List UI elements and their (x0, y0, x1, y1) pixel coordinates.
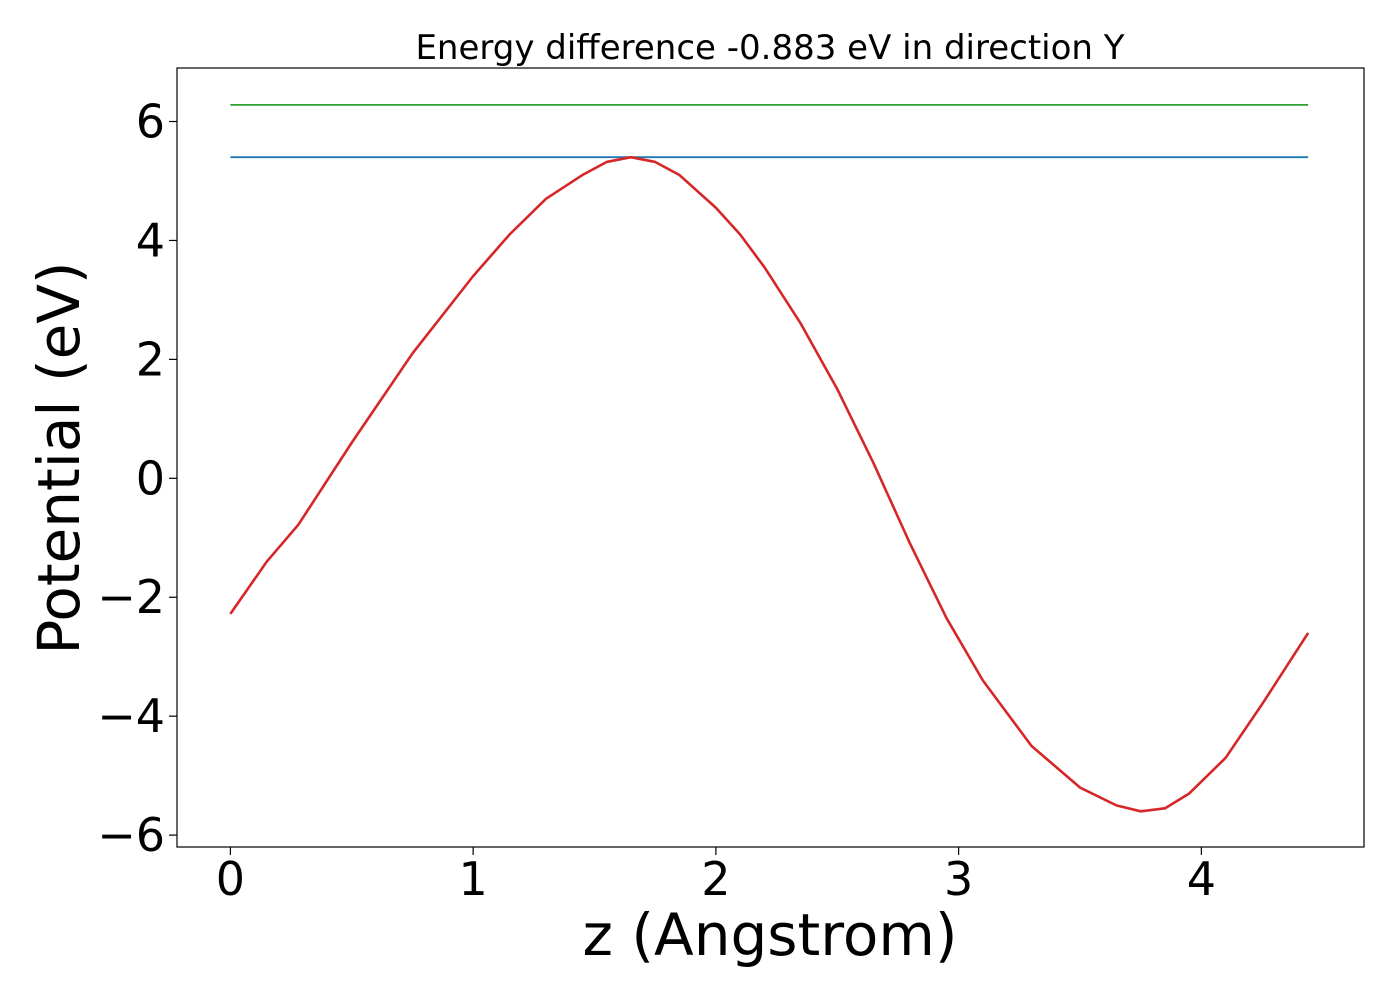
y-tick-label: 0 (136, 451, 165, 505)
y-axis-label: Potential (eV) (25, 261, 93, 654)
y-tick-label: −6 (97, 808, 165, 862)
y-axis-ticks: 6 4 2 0 −2 −4 −6 (97, 95, 177, 862)
x-tick-label: 0 (216, 852, 245, 906)
y-tick-label: 4 (136, 213, 165, 267)
y-tick-label: −4 (97, 689, 165, 743)
plot-area (176, 67, 1365, 848)
x-tick-label: 2 (701, 852, 730, 906)
x-tick-label: 1 (459, 852, 488, 906)
y-tick-label: 2 (136, 332, 165, 386)
series-line-3 (229, 155, 1310, 813)
chart-title: Energy difference -0.883 eV in direction… (415, 28, 1124, 68)
x-axis-ticks: 0 1 2 3 4 (216, 847, 1216, 906)
x-tick-label: 4 (1187, 852, 1216, 906)
y-tick-label: −2 (97, 570, 165, 624)
x-axis-label: z (Angstrom) (583, 901, 958, 969)
y-tick-label: 6 (136, 95, 165, 149)
x-tick-label: 3 (944, 852, 973, 906)
plot-frame (176, 67, 1365, 848)
